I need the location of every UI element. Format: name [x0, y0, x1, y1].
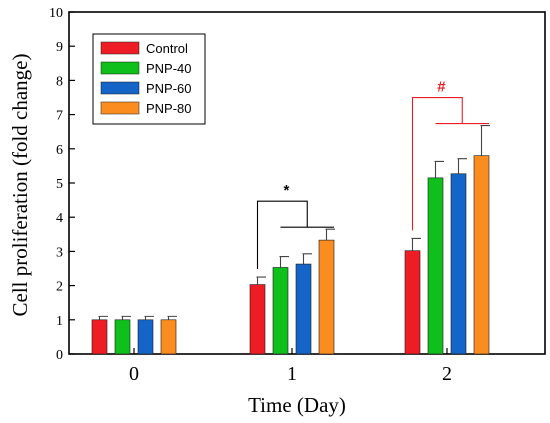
significance-marker: *: [283, 182, 289, 199]
y-tick-label: 0: [56, 348, 63, 363]
legend-label: Control: [146, 41, 188, 56]
bar: [91, 319, 108, 355]
error-bar: [411, 237, 421, 251]
legend-swatch: [100, 61, 140, 75]
significance-annotations: *#: [256, 79, 489, 270]
y-tick-label: 3: [56, 245, 63, 260]
error-bar: [279, 255, 289, 268]
error-bar: [480, 124, 490, 156]
bar: [427, 177, 444, 355]
bar: [404, 250, 421, 355]
y-tick-label: 1: [56, 314, 63, 329]
x-tick-label: 0: [129, 363, 139, 385]
bar: [114, 319, 131, 355]
bars: [91, 124, 490, 355]
error-bar: [98, 315, 108, 320]
x-tick-label: 2: [442, 363, 452, 385]
y-tick-label: 9: [56, 40, 63, 55]
y-tick-label: 2: [56, 280, 63, 295]
bar: [473, 155, 490, 355]
y-tick-label: 10: [49, 6, 63, 21]
x-tick-label: 1: [287, 363, 297, 385]
error-bar: [167, 315, 177, 320]
legend: Control PNP-40 PNP-60 PNP-80: [92, 33, 206, 125]
legend-swatch: [100, 101, 140, 115]
bar: [160, 319, 177, 355]
error-bar: [144, 315, 154, 320]
bar: [295, 263, 312, 355]
y-tick-label: 7: [56, 109, 63, 124]
error-bar: [457, 158, 467, 174]
bar: [249, 284, 266, 355]
y-axis-title: Cell proliferation (fold change): [8, 54, 32, 317]
y-tick-label: 6: [56, 143, 63, 158]
x-axis-title: Time (Day): [248, 393, 346, 417]
error-bar: [325, 228, 335, 241]
bar: [272, 267, 289, 355]
legend-swatch: [100, 81, 140, 95]
error-bar: [256, 276, 266, 285]
bar: [137, 319, 154, 355]
significance-bracket: [256, 200, 334, 270]
error-bar: [434, 160, 444, 178]
y-tick-label: 4: [56, 211, 63, 226]
y-tick-label: 5: [56, 177, 63, 192]
error-bar: [121, 315, 131, 320]
legend-label: PNP-60: [146, 81, 192, 96]
significance-marker: #: [437, 79, 446, 96]
legend-swatch: [100, 41, 140, 55]
bar: [450, 173, 467, 355]
y-tick-label: 8: [56, 74, 63, 89]
bar: [318, 239, 335, 355]
error-bar: [302, 253, 312, 265]
legend-label: PNP-40: [146, 61, 192, 76]
legend-label: PNP-80: [146, 101, 192, 116]
significance-bracket: [411, 96, 489, 231]
